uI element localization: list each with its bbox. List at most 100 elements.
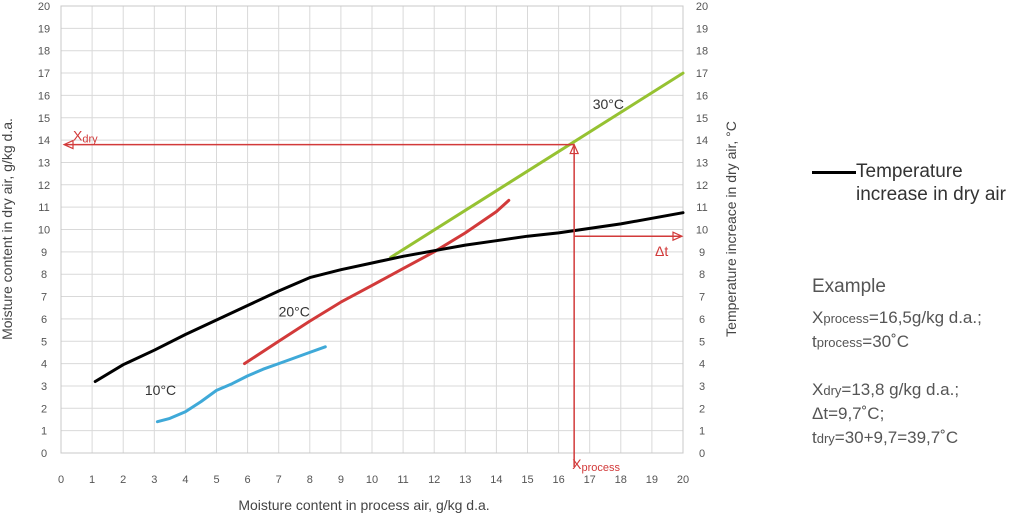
- x-tick-label: 12: [428, 474, 440, 486]
- left-y-tick-label: 13: [38, 157, 50, 169]
- example-delta-t: Δt=9,7˚C;: [812, 404, 885, 423]
- example-t-dry-value: =30+9,7=39,7˚C: [834, 428, 959, 447]
- series-label: 20°C: [279, 304, 310, 320]
- series-line-2: [389, 71, 685, 259]
- x-tick-label: 4: [182, 474, 188, 486]
- left-y-tick-label: 5: [41, 336, 47, 348]
- left-y-tick-label: 1: [41, 426, 47, 438]
- series-line-3: [93, 211, 685, 383]
- left-y-tick-label: 4: [41, 359, 47, 371]
- x-tick-label: 17: [584, 474, 596, 486]
- x-tick-label: 1: [89, 474, 95, 486]
- series-label: 10°C: [145, 382, 176, 398]
- right-y-tick-label: 9: [699, 247, 705, 259]
- right-y-tick-label: 16: [696, 90, 708, 102]
- series-label: 30°C: [593, 96, 624, 112]
- chart-annotations: Xdry Xprocess Δt: [62, 128, 684, 474]
- left-y-tick-label: 9: [41, 247, 47, 259]
- left-y-tick-label: 17: [38, 68, 50, 80]
- x-tick-label: 7: [276, 474, 282, 486]
- x-tick-label: 3: [151, 474, 157, 486]
- x-tick-label: 8: [307, 474, 313, 486]
- x-tick-label: 14: [490, 474, 502, 486]
- psychrometric-chart: 0 1 2 3 4 5 6 7 8 9 10 11 12 13 14 15 16 17 18 19 20 0123456…: [0, 1, 739, 513]
- example-t-process: tprocess=30˚C: [812, 332, 909, 352]
- legend-line-swatch: [812, 171, 856, 174]
- x-axis-ticks: 0 1 2 3 4 5 6 7 8 9 10 11 12 13 14 15 16 17 18 19 20: [58, 474, 689, 486]
- left-y-tick-label: 16: [38, 90, 50, 102]
- right-y-tick-label: 19: [696, 23, 708, 35]
- example-t-dry: tdry=30+9,7=39,7˚C: [812, 428, 958, 448]
- left-y-axis-title: Moisture content in dry air, g/kg d.a.: [0, 118, 15, 340]
- x-tick-label: 2: [120, 474, 126, 486]
- right-y-tick-label: 8: [699, 269, 705, 281]
- right-y-tick-label: 14: [696, 135, 708, 147]
- right-y-tick-label: 3: [699, 381, 705, 393]
- x-tick-label: 9: [338, 474, 344, 486]
- left-y-tick-label: 14: [38, 135, 50, 147]
- example-x-dry: Xdry=13,8 g/kg d.a.;: [812, 380, 959, 400]
- right-y-tick-label: 7: [699, 292, 705, 304]
- right-y-tick-label: 4: [699, 359, 705, 371]
- x-tick-label: 18: [615, 474, 627, 486]
- legend: Temperature increase in dry air: [812, 160, 1020, 206]
- right-y-tick-label: 13: [696, 157, 708, 169]
- right-y-tick-label: 0: [699, 448, 705, 460]
- x-process-arrowhead: [569, 143, 580, 155]
- right-y-tick-label: 2: [699, 403, 705, 415]
- x-tick-label: 16: [552, 474, 564, 486]
- left-y-tick-label: 19: [38, 23, 50, 35]
- example-t-process-subscript: process: [816, 335, 863, 350]
- example-title: Example: [812, 276, 886, 297]
- right-y-tick-label: 1: [699, 426, 705, 438]
- right-y-tick-label: 18: [696, 46, 708, 58]
- left-y-tick-label: 11: [38, 202, 49, 214]
- left-y-tick-label: 12: [38, 180, 50, 192]
- example-x-dry-symbol: X: [812, 380, 824, 399]
- example-x-process-value: =16,5g/kg d.a.;: [868, 308, 982, 327]
- delta-t-label: Δt: [655, 243, 668, 259]
- example-x-dry-value: =13,8 g/kg d.a.;: [841, 380, 960, 399]
- x-dry-label-subscript: dry: [82, 134, 98, 146]
- x-tick-label: 11: [397, 474, 408, 486]
- example-x-dry-subscript: dry: [823, 383, 842, 398]
- right-y-tick-label: 20: [696, 1, 708, 13]
- delta-t-arrowhead: [672, 231, 684, 242]
- plot-frame: [60, 5, 684, 454]
- left-y-tick-label: 6: [41, 314, 47, 326]
- left-y-tick-label: 0: [41, 448, 47, 460]
- x-tick-label: 6: [245, 474, 251, 486]
- left-y-tick-label: 18: [38, 46, 50, 58]
- right-y-tick-label: 10: [696, 225, 708, 237]
- example-x-process: Xprocess=16,5g/kg d.a.;: [812, 308, 982, 328]
- left-y-tick-label: 8: [41, 269, 47, 281]
- left-y-tick-label: 3: [41, 381, 47, 393]
- series-line-1: [243, 198, 511, 366]
- right-y-axis-title: Temperature increace in dry air, °C: [723, 121, 739, 337]
- left-y-tick-label: 15: [38, 113, 50, 125]
- x-process-label-subscript: process: [581, 462, 620, 474]
- chart-series: 10°C 20°C 30°C: [93, 71, 685, 424]
- left-y-tick-label: 7: [41, 292, 47, 304]
- x-tick-label: 10: [366, 474, 378, 486]
- x-process-label: Xprocess: [572, 456, 620, 474]
- x-axis-title: Moisture content in process air, g/kg d.…: [238, 497, 489, 513]
- right-y-tick-label: 12: [696, 180, 708, 192]
- example-t-dry-subscript: dry: [816, 431, 835, 446]
- example-x-process-symbol: X: [812, 308, 824, 327]
- x-tick-label: 5: [213, 474, 219, 486]
- right-y-tick-label: 15: [696, 113, 708, 125]
- example-t-process-value: =30˚C: [862, 332, 910, 351]
- x-dry-label-symbol: X: [73, 128, 83, 144]
- right-y-tick-label: 6: [699, 314, 705, 326]
- series-line-0: [155, 345, 327, 424]
- x-dry-arrowhead: [62, 139, 74, 150]
- x-tick-label: 13: [459, 474, 471, 486]
- x-tick-label: 15: [521, 474, 533, 486]
- x-tick-label: 20: [677, 474, 689, 486]
- left-y-tick-label: 2: [41, 403, 47, 415]
- legend-label: Temperature increase in dry air: [856, 161, 1006, 205]
- example-x-process-subscript: process: [823, 311, 869, 326]
